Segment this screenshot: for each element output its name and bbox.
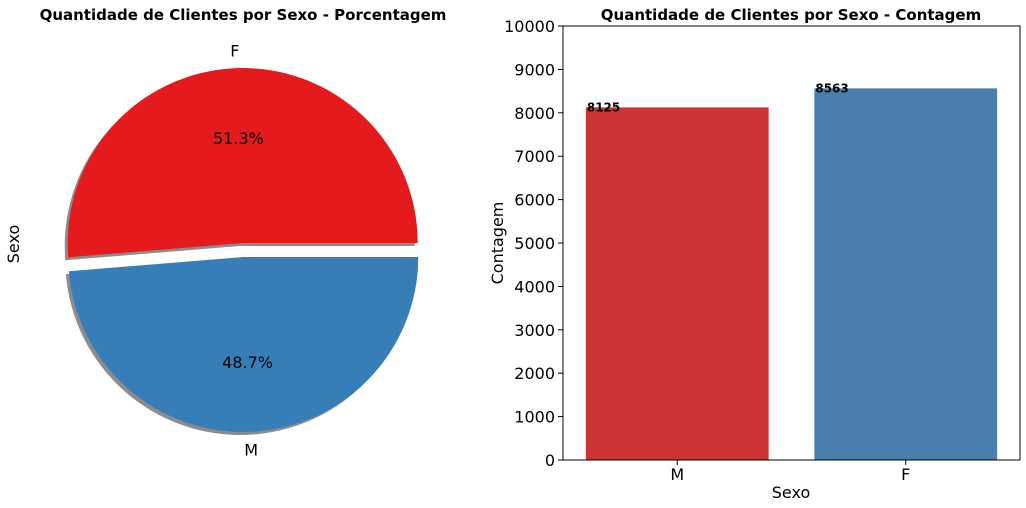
y-tick-label-4000: 4000 <box>514 277 555 296</box>
y-tick-label-1000: 1000 <box>514 408 555 427</box>
pie-label-f: F <box>230 42 239 61</box>
pie-chart: Quantidade de Clientes por Sexo - Porcen… <box>4 6 446 459</box>
y-tick-label-6000: 6000 <box>514 191 555 210</box>
bar-bars: 8125 8563 <box>585 81 998 461</box>
bar-ticks: M F 0 1000 2000 3000 4000 5000 6000 7000 8000 9000 1… <box>504 17 910 484</box>
y-tick-label-2000: 2000 <box>514 364 555 383</box>
pie-slice-m <box>68 256 419 432</box>
bar-chart: Quantidade de Clientes por Sexo - Contag… <box>488 6 1021 502</box>
y-tick-label-9000: 9000 <box>514 60 555 79</box>
pie-ylabel: Sexo <box>4 225 23 263</box>
pie-pct-m: 48.7% <box>222 353 273 372</box>
pie-texts: F 51.3% M 48.7% <box>213 42 273 460</box>
plot-frame <box>562 25 1021 461</box>
bar-m <box>585 107 769 460</box>
bar-ylabel: Contagem <box>488 202 507 285</box>
bar-value-label-f: 8563 <box>815 81 848 95</box>
y-tick-label-5000: 5000 <box>514 234 555 253</box>
x-tick-label-f: F <box>901 465 910 484</box>
pie-slice-f <box>67 68 418 258</box>
x-tick-label-m: M <box>670 465 684 484</box>
bar-title: Quantidade de Clientes por Sexo - Contag… <box>601 6 981 24</box>
pie-title: Quantidade de Clientes por Sexo - Porcen… <box>40 6 447 24</box>
pie-slices <box>67 68 419 432</box>
y-tick-label-3000: 3000 <box>514 321 555 340</box>
bar-xlabel: Sexo <box>772 483 810 502</box>
y-tick-label-8000: 8000 <box>514 104 555 123</box>
y-tick-label-0: 0 <box>545 451 555 470</box>
pie-pct-f: 51.3% <box>213 129 264 148</box>
y-tick-label-10000: 10000 <box>504 17 555 36</box>
bar-f <box>814 88 998 461</box>
bar-value-label-m: 8125 <box>587 100 620 114</box>
pie-label-m: M <box>244 440 258 459</box>
y-tick-label-7000: 7000 <box>514 147 555 166</box>
